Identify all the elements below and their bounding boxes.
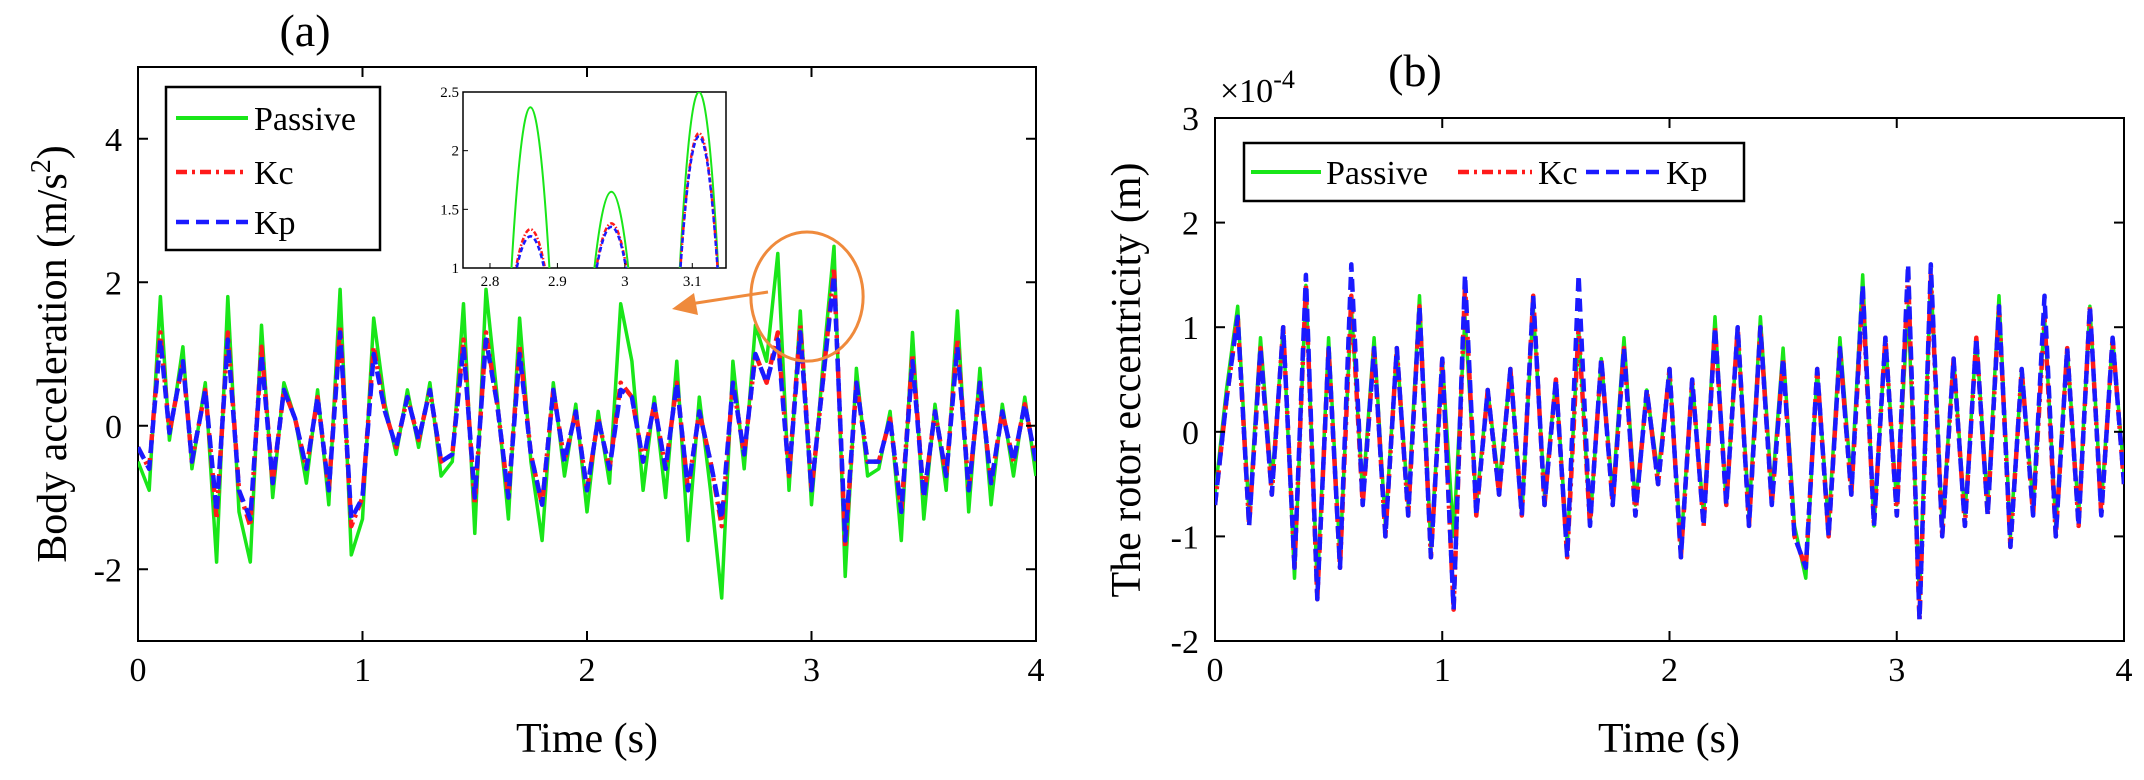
inset-peak-passive-2 bbox=[593, 191, 630, 268]
panel-b-ytick-label: -2 bbox=[1171, 624, 1199, 661]
inset-peak-kc-3 bbox=[679, 132, 719, 268]
panel-a-ylabel: Body acceleration (m/s2) bbox=[26, 145, 76, 563]
inset-peak-passive-3 bbox=[678, 92, 720, 268]
panel-a-legend: Passive Kc Kp bbox=[164, 85, 382, 252]
panel-b-label: (b) bbox=[1388, 45, 1442, 96]
inset-peak-kc-2 bbox=[595, 222, 628, 268]
panel-a-xtick-label: 3 bbox=[803, 652, 820, 689]
callout-arrow-head bbox=[672, 293, 698, 315]
panel-b-ytick-label: 1 bbox=[1182, 310, 1199, 347]
inset-ytick-label: 2 bbox=[452, 144, 460, 160]
inset-xtick-label: 3 bbox=[621, 274, 629, 290]
legend-a-label-passive: Passive bbox=[254, 101, 356, 138]
inset-peak-kp-2 bbox=[595, 225, 628, 268]
panel-b-ytick-label: 2 bbox=[1182, 206, 1199, 243]
panel-a-ytick-label: 4 bbox=[105, 122, 122, 159]
panel-b-ytick-label: 0 bbox=[1182, 415, 1199, 452]
inset-ticks: 2.8 2.9 3 3.1 1 1.5 2 2.5 bbox=[440, 85, 701, 290]
panel-b-chart: 0 1 2 3 4 -2 -1 0 1 2 3 Passive Kc Kp ×10-4 (b) Ti… bbox=[1104, 45, 2133, 762]
panel-a-chart: 0 1 2 3 4 -2 0 2 4 2.8 2.9 3 3.1 1 1.5 2 2.5 Passive Kc… bbox=[26, 5, 1045, 762]
panel-b-ylabel: The rotor eccentricity (m) bbox=[1104, 163, 1150, 598]
panel-b-exponent-base: ×10 bbox=[1220, 73, 1273, 110]
inset-ytick-label: 2.5 bbox=[440, 85, 459, 101]
panel-a-xtick-label: 1 bbox=[354, 652, 371, 689]
panel-b-xlabel: Time (s) bbox=[1598, 716, 1740, 762]
panel-b-plot-area bbox=[1215, 262, 2124, 623]
legend-b-label-kc: Kc bbox=[1538, 155, 1578, 192]
panel-b-ticks: 0 1 2 3 4 -2 -1 0 1 2 3 bbox=[1171, 101, 2133, 689]
callout-arrow-line bbox=[689, 290, 769, 306]
panel-b-ytick-label: 3 bbox=[1182, 101, 1199, 138]
legend-b-label-passive: Passive bbox=[1326, 155, 1428, 192]
panel-a-ticks: 0 1 2 3 4 -2 0 2 4 bbox=[94, 67, 1045, 689]
inset-peak-kp-3 bbox=[679, 135, 719, 268]
legend-a-label-kc: Kc bbox=[254, 155, 294, 192]
inset-peak-kp-1 bbox=[515, 235, 546, 268]
panel-a-label: (a) bbox=[279, 5, 330, 56]
panel-a-ylabel-sup: 2 bbox=[26, 159, 57, 173]
panel-b-legend-box bbox=[1242, 141, 1746, 203]
inset-xtick-label: 2.8 bbox=[481, 274, 500, 290]
inset-peak-passive-1 bbox=[510, 106, 551, 268]
panel-a-xlabel: Time (s) bbox=[516, 716, 658, 762]
inset-ytick-label: 1.5 bbox=[440, 202, 459, 218]
panel-b-exponent-power: -4 bbox=[1273, 65, 1295, 94]
panel-a-ylabel-main: Body acceleration (m/s bbox=[30, 173, 76, 563]
panel-b-xtick-label: 0 bbox=[1207, 652, 1224, 689]
panel-a-series-kp bbox=[138, 272, 1036, 543]
inset-xtick-label: 2.9 bbox=[548, 274, 567, 290]
panel-b-series-kp bbox=[1215, 262, 2124, 623]
panel-a-xtick-label: 2 bbox=[579, 652, 596, 689]
panel-b-legend: Passive Kc Kp bbox=[1242, 141, 1746, 203]
panel-b-exponent: ×10-4 bbox=[1220, 65, 1295, 110]
panel-a-ytick-label: 0 bbox=[105, 409, 122, 446]
panel-b-xtick-label: 2 bbox=[1661, 652, 1678, 689]
inset-axes-box bbox=[462, 91, 727, 269]
panel-a-ytick-label: 2 bbox=[105, 265, 122, 302]
highlight-ellipse bbox=[749, 230, 865, 363]
inset-plot-area bbox=[510, 92, 720, 268]
panel-b-xtick-label: 4 bbox=[2116, 652, 2133, 689]
panel-a-xtick-label: 0 bbox=[130, 652, 147, 689]
legend-a-label-kp: Kp bbox=[254, 205, 296, 242]
panel-a-ytick-label: -2 bbox=[94, 552, 122, 589]
panel-a-ylabel-tail: ) bbox=[30, 145, 76, 159]
panel-b-ytick-label: -1 bbox=[1171, 519, 1199, 556]
panel-b-xtick-label: 1 bbox=[1434, 652, 1451, 689]
inset-zoom-plot: 2.8 2.9 3 3.1 1 1.5 2 2.5 bbox=[440, 85, 727, 290]
inset-xtick-label: 3.1 bbox=[683, 274, 702, 290]
panel-b-xtick-label: 3 bbox=[1888, 652, 1905, 689]
panel-a-plot-area bbox=[138, 244, 1036, 600]
inset-ytick-label: 1 bbox=[452, 261, 460, 277]
panel-a-xtick-label: 4 bbox=[1028, 652, 1045, 689]
legend-b-label-kp: Kp bbox=[1666, 155, 1708, 192]
